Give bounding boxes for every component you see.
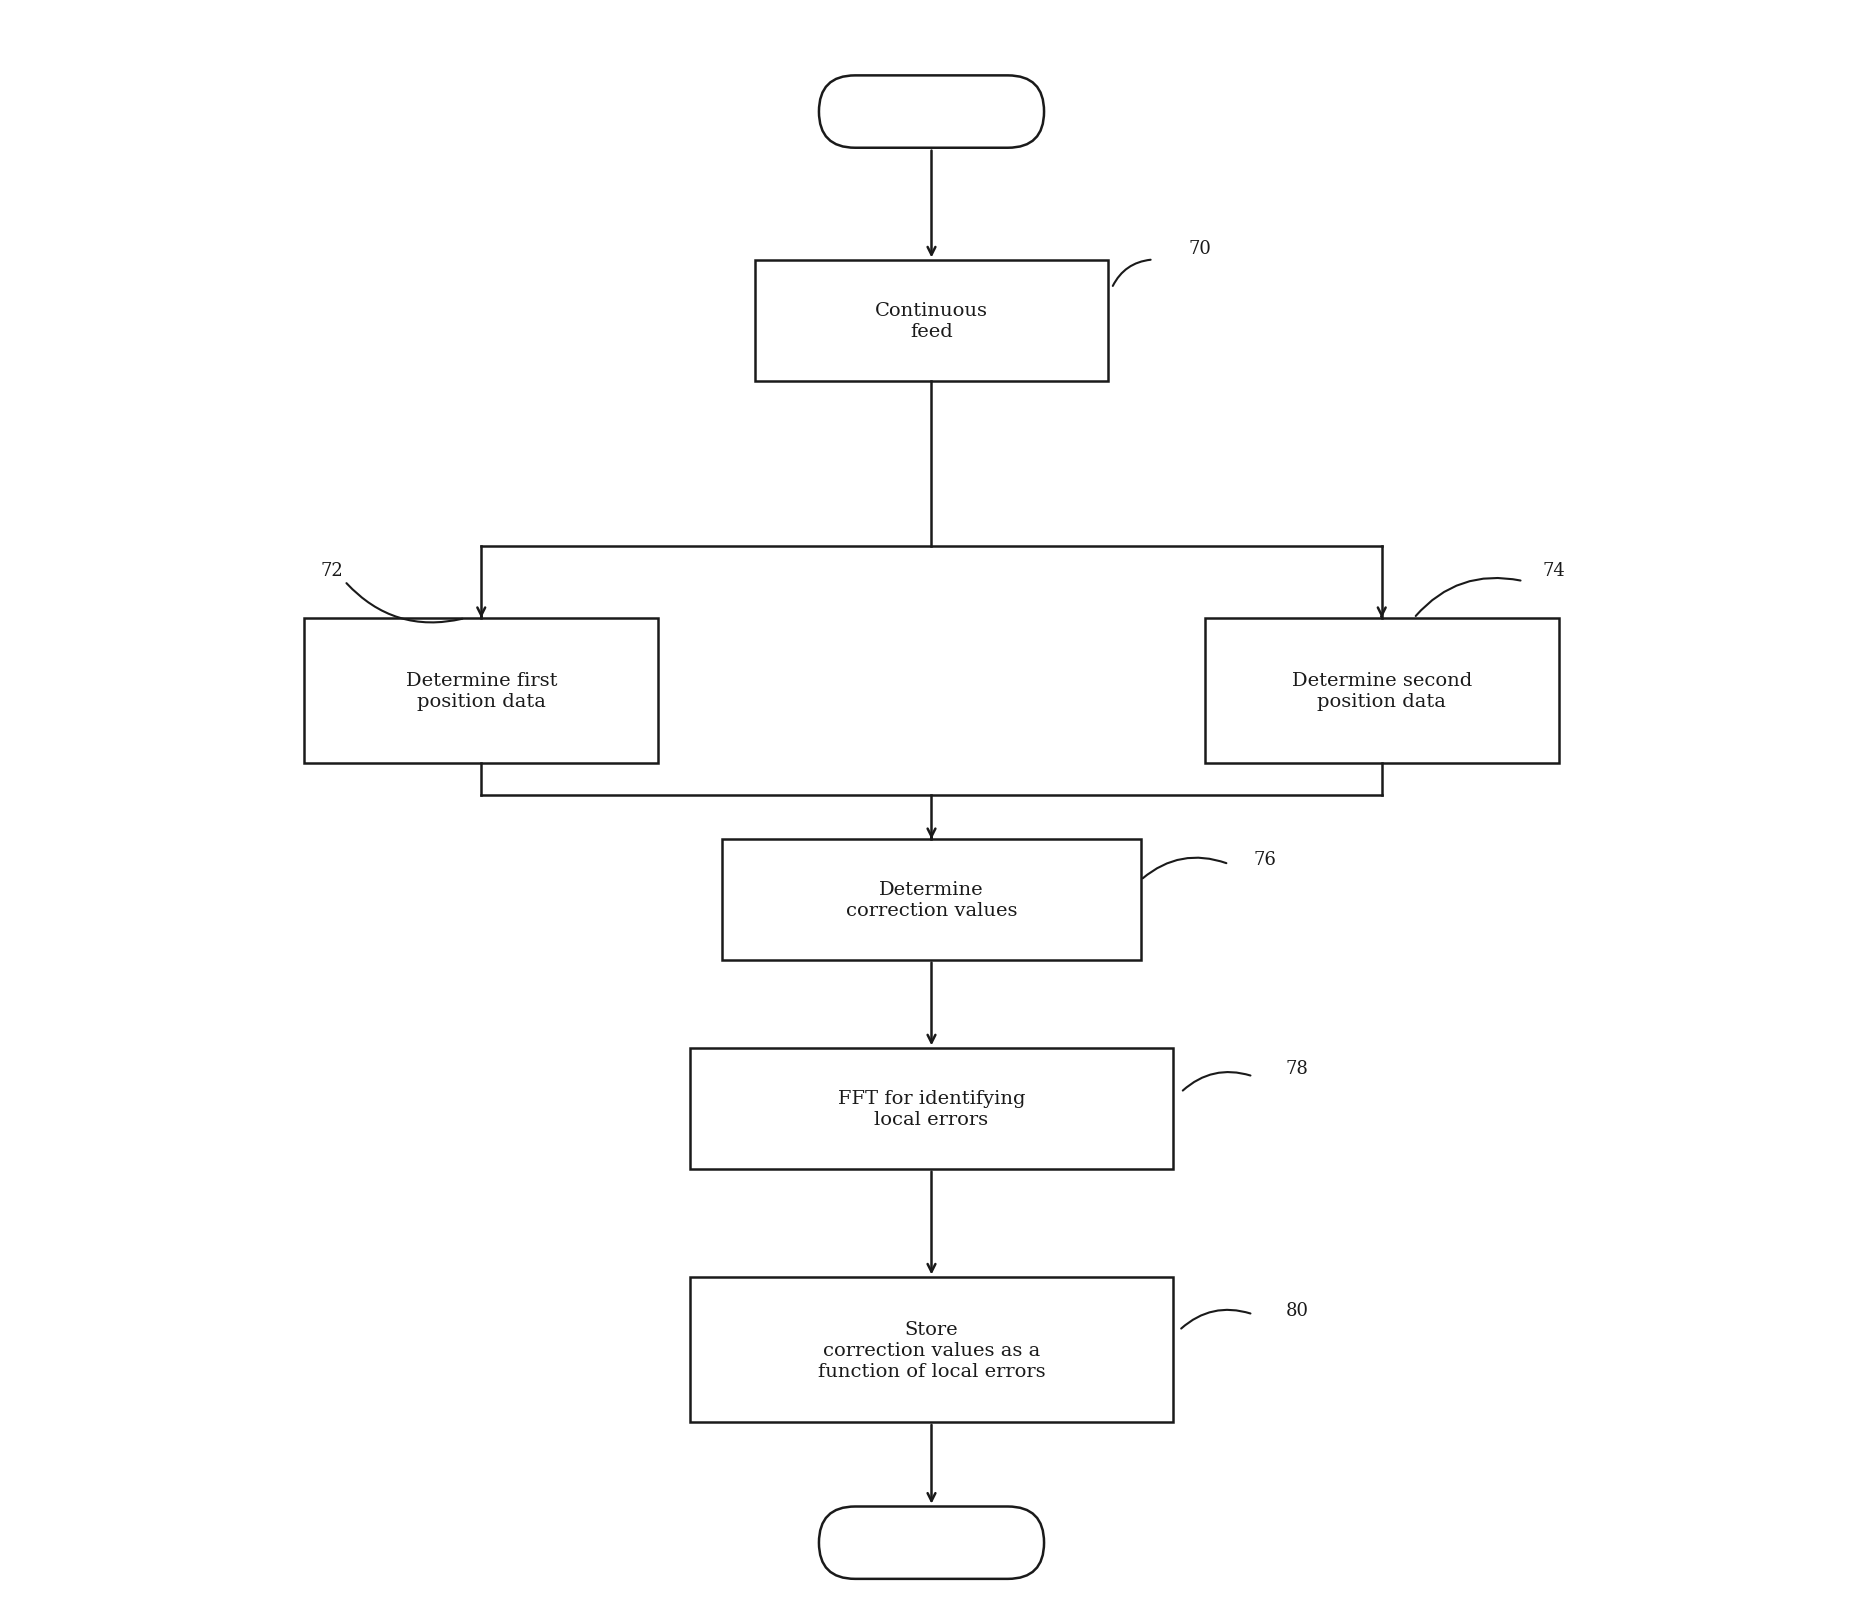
FancyBboxPatch shape — [820, 1507, 1043, 1578]
FancyBboxPatch shape — [723, 839, 1140, 959]
Text: Determine
correction values: Determine correction values — [846, 881, 1017, 919]
FancyBboxPatch shape — [691, 1278, 1172, 1422]
FancyBboxPatch shape — [820, 76, 1043, 148]
Text: 78: 78 — [1285, 1059, 1308, 1078]
Text: 72: 72 — [320, 561, 343, 580]
Text: 74: 74 — [1543, 561, 1565, 580]
FancyBboxPatch shape — [1205, 619, 1559, 763]
Text: Continuous
feed: Continuous feed — [876, 302, 987, 341]
Text: Store
correction values as a
function of local errors: Store correction values as a function of… — [818, 1319, 1045, 1380]
Text: Determine second
position data: Determine second position data — [1291, 672, 1472, 710]
Text: 80: 80 — [1285, 1300, 1308, 1319]
FancyBboxPatch shape — [755, 260, 1108, 381]
Text: 70: 70 — [1189, 239, 1211, 259]
Text: FFT for identifying
local errors: FFT for identifying local errors — [838, 1090, 1025, 1128]
FancyBboxPatch shape — [691, 1048, 1172, 1170]
Text: 76: 76 — [1254, 850, 1276, 869]
FancyBboxPatch shape — [304, 619, 658, 763]
Text: Determine first
position data: Determine first position data — [406, 672, 557, 710]
